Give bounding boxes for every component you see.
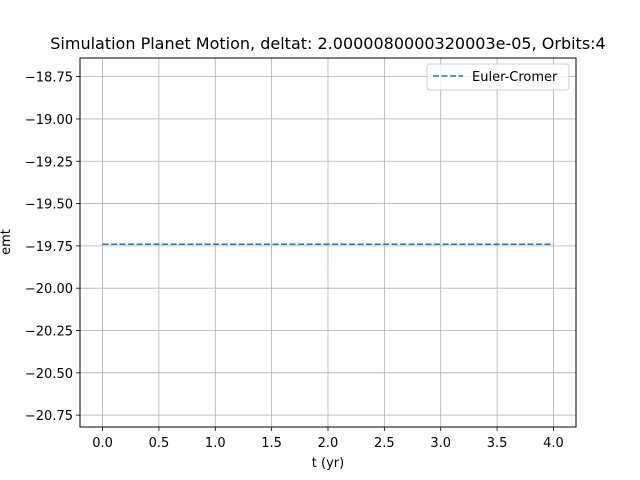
- x-tick-label: 3.0: [430, 436, 451, 451]
- y-tick-label: −19.75: [25, 240, 73, 255]
- y-tick-label: −19.25: [25, 155, 73, 170]
- legend-box: [426, 63, 570, 91]
- x-tick-label: 1.0: [205, 436, 226, 451]
- y-tick-label: −20.00: [25, 282, 73, 297]
- legend: Euler-Cromer: [426, 63, 570, 91]
- x-tick-label: 0.0: [92, 436, 113, 451]
- y-tick-label: −19.00: [25, 113, 73, 128]
- chart-title: Simulation Planet Motion, deltat: 2.0000…: [50, 34, 605, 53]
- y-tick-label: −18.75: [25, 71, 73, 86]
- x-axis-label: t (yr): [312, 456, 344, 471]
- x-axis-ticks: 0.0 0.5 1.0 1.5 2.0 2.5 3.0 3.5 4.0: [92, 427, 564, 451]
- y-axis-label: emt: [0, 229, 14, 255]
- legend-label: Euler-Cromer: [472, 70, 558, 85]
- y-tick-label: −19.50: [25, 198, 73, 213]
- x-tick-label: 2.5: [374, 436, 395, 451]
- y-tick-label: −20.25: [25, 325, 73, 340]
- x-tick-label: 3.5: [487, 436, 508, 451]
- y-tick-label: −20.75: [25, 409, 73, 424]
- x-tick-label: 1.5: [261, 436, 282, 451]
- y-tick-label: −20.50: [25, 367, 73, 382]
- x-tick-label: 2.0: [318, 436, 339, 451]
- x-tick-label: 0.5: [149, 436, 170, 451]
- grid: [80, 58, 576, 427]
- x-tick-label: 4.0: [543, 436, 564, 451]
- y-axis-ticks: −18.75 −19.00 −19.25 −19.50 −19.75 −20.00 −20.…: [25, 71, 80, 424]
